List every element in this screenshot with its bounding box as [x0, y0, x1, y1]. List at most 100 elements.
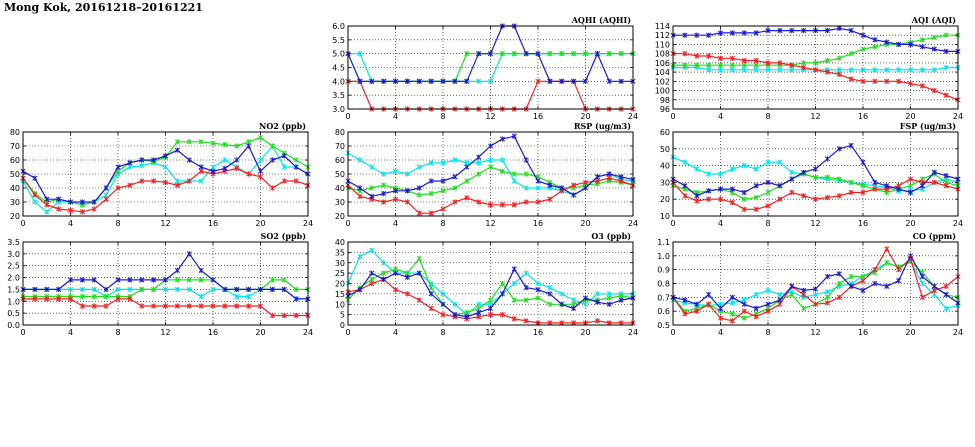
co-point-red [706, 301, 712, 307]
so2-point-blue [293, 296, 299, 302]
aqi-point-red [706, 53, 712, 59]
so2-ytick-label: 0.5 [7, 309, 20, 318]
no2-point-red [67, 207, 74, 213]
aqhi-xtick-label: 20 [580, 112, 590, 121]
o3-point-green [499, 280, 505, 287]
no2-xtick-label: 16 [208, 219, 218, 228]
rsp-ytick-label: 40 [335, 184, 345, 193]
o3-ytick-label: 25 [335, 269, 345, 278]
rsp-point-cyan [523, 185, 529, 191]
fsp-point-red [943, 183, 949, 189]
o3-point-blue [464, 314, 470, 320]
rsp-point-blue [392, 188, 399, 194]
co-ytick-label: 1.0 [657, 252, 670, 261]
aqhi-point-blue [464, 78, 470, 84]
aqi-point-cyan [884, 67, 890, 73]
no2-point-green [222, 142, 228, 148]
rsp-point-blue [606, 171, 612, 177]
so2-point-blue [139, 277, 145, 283]
o3-ytick-label: 0 [340, 321, 345, 330]
aqi-ytick-label: 108 [655, 50, 670, 59]
so2-point-green [91, 293, 97, 300]
rsp-point-green [440, 188, 446, 194]
fsp-point-red [777, 196, 783, 202]
co-point-blue [836, 271, 842, 277]
no2-point-blue [79, 199, 85, 205]
aqi-point-red [860, 78, 866, 84]
no2-point-red [139, 178, 145, 184]
co-point-blue [907, 253, 914, 259]
rsp-point-cyan [511, 178, 517, 184]
so2-point-blue [257, 286, 264, 293]
so2-point-red [91, 303, 97, 309]
so2-point-green [293, 286, 299, 293]
o3-ytick-label: 15 [335, 290, 345, 299]
fsp-point-cyan [729, 166, 735, 172]
fsp-point-blue [694, 193, 700, 199]
rsp-point-green [487, 164, 494, 170]
no2-point-blue [127, 160, 133, 166]
fsp-point-cyan [765, 159, 771, 165]
rsp-point-green [369, 185, 375, 191]
so2-point-red [222, 303, 228, 309]
so2-xtick-label: 12 [160, 328, 170, 337]
aqi-panel-title: AQI (AQI) [911, 15, 956, 25]
aqi-ytick-label: 110 [655, 40, 670, 49]
no2-point-red [186, 178, 192, 184]
aqhi-ytick-label: 4.0 [332, 77, 345, 86]
aqi-point-red [931, 87, 937, 94]
rsp-point-red [511, 202, 517, 208]
rsp-point-cyan [392, 168, 399, 174]
no2-point-red [281, 178, 287, 184]
so2-point-green [103, 293, 109, 300]
rsp-point-green [464, 178, 470, 184]
rsp-point-cyan [499, 157, 505, 163]
aqi-ytick-label: 104 [655, 68, 670, 77]
fsp-point-green [836, 176, 842, 182]
no2-point-cyan [198, 178, 204, 184]
aqhi-point-green [511, 51, 517, 57]
rsp-ytick-label: 20 [335, 212, 345, 221]
no2-point-blue [222, 165, 228, 171]
fsp-ytick-label: 30 [660, 178, 670, 187]
aqhi-xtick-label: 12 [485, 112, 495, 121]
aqi-point-red [812, 67, 819, 73]
rsp-point-red [476, 199, 482, 205]
no2-point-green [234, 143, 240, 149]
no2-point-red [246, 171, 252, 177]
aqi-point-cyan [706, 67, 712, 73]
aqhi-point-blue [476, 51, 482, 57]
co-ytick-label: 0.7 [657, 293, 670, 302]
aqi-ytick-label: 112 [655, 31, 670, 40]
co-point-red [836, 294, 842, 300]
o3-ytick-label: 5 [340, 311, 345, 320]
so2-point-cyan [91, 286, 97, 293]
no2-xtick-label: 0 [20, 219, 25, 228]
co-point-red [694, 308, 700, 314]
co-xtick-label: 16 [858, 328, 868, 337]
so2-point-cyan [127, 286, 133, 293]
co-point-blue [860, 287, 866, 294]
aqi-point-cyan [907, 67, 914, 73]
aqi-point-green [801, 60, 807, 66]
fsp-point-blue [884, 183, 890, 189]
no2-point-cyan [162, 164, 169, 170]
fsp-ytick-label: 50 [660, 145, 670, 154]
aqhi-point-blue [416, 78, 422, 84]
o3-point-blue [559, 301, 565, 307]
so2-point-red [162, 303, 169, 309]
so2-point-red [67, 296, 74, 302]
o3-point-cyan [369, 247, 375, 253]
fsp-point-green [812, 174, 819, 180]
aqi-point-cyan [919, 67, 925, 73]
rsp-point-green [452, 185, 458, 191]
aqi-point-blue [896, 41, 902, 48]
aqi-point-red [872, 78, 878, 84]
so2-point-blue [198, 267, 204, 274]
so2-point-green [79, 293, 85, 300]
fsp-point-red [836, 193, 842, 199]
fsp-point-blue [682, 183, 688, 189]
fsp-point-cyan [789, 169, 795, 175]
no2-point-blue [139, 157, 145, 163]
